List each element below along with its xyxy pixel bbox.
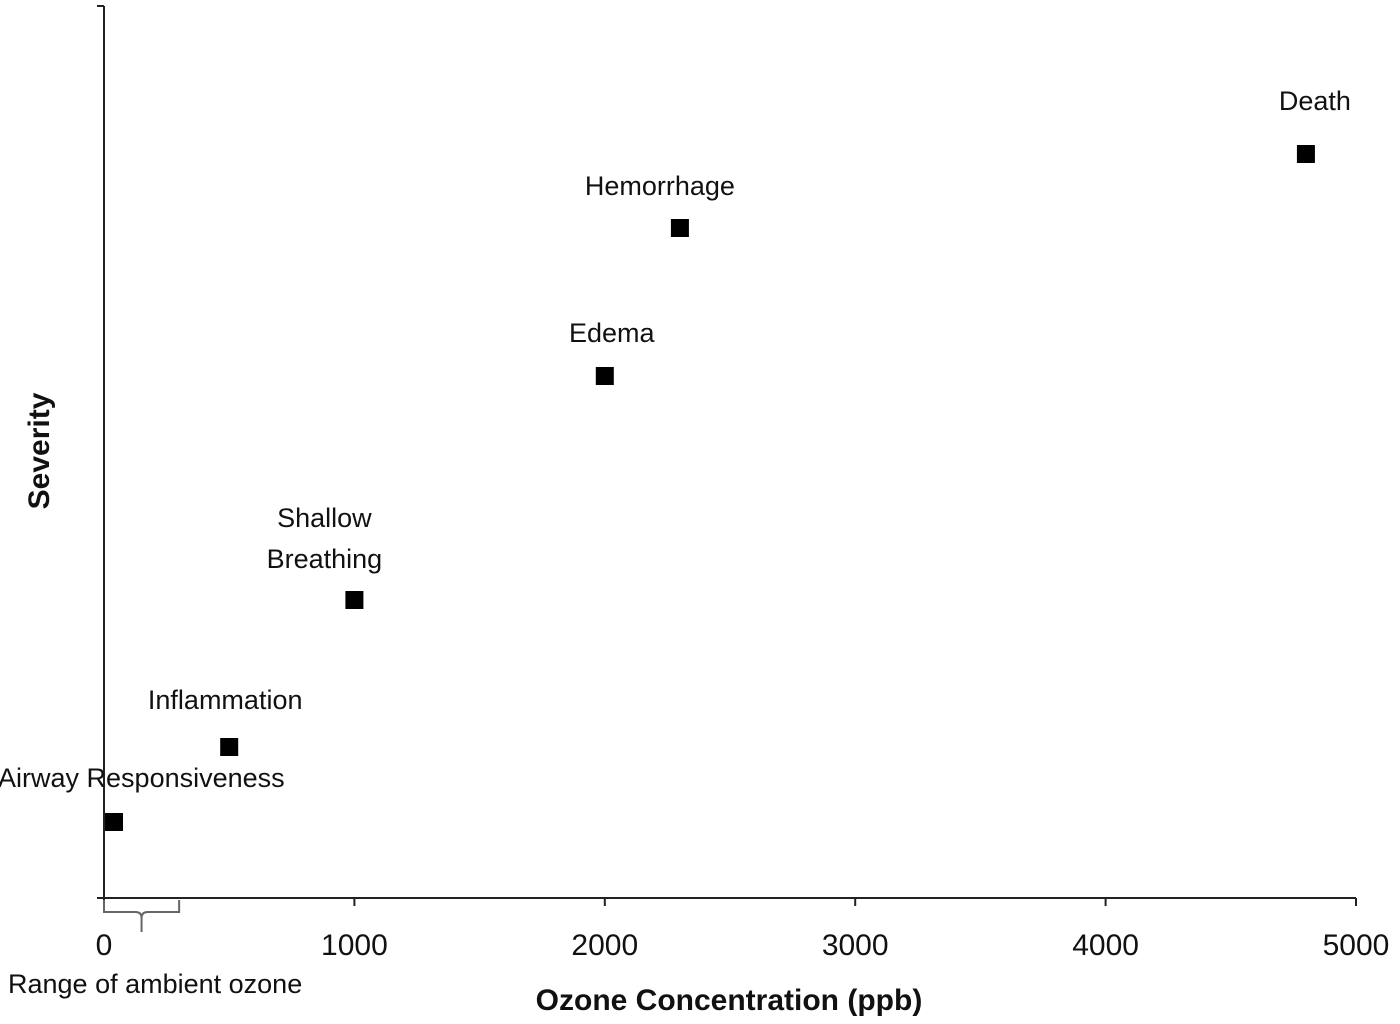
x-axis-title: Ozone Concentration (ppb) [536, 984, 923, 1017]
x-tick-label: 4000 [1072, 929, 1139, 962]
data-point-marker [345, 591, 364, 609]
ambient-range-label: Range of ambient ozone [8, 969, 302, 999]
data-point-label: Shallow Breathing [267, 503, 383, 574]
data-point-marker [595, 367, 614, 385]
x-tick-label: 5000 [1323, 929, 1390, 962]
axes [97, 5, 1356, 899]
ambient-range-bracket [103, 900, 181, 932]
y-axis-title: Severity [23, 392, 56, 509]
ambient-range-annotation: Range of ambient ozone [8, 900, 302, 999]
x-ticks: 0 1000 2000 3000 4000 5000 [96, 898, 1390, 962]
data-point-marker [1296, 145, 1315, 163]
data-point-marker [220, 738, 239, 756]
data-point-label: Death [1279, 86, 1351, 116]
data-point-label: Hemorrhage [585, 171, 735, 201]
data-points [105, 145, 1315, 831]
data-point-marker [105, 813, 124, 831]
x-tick-label: 3000 [822, 929, 889, 962]
data-point-marker [670, 219, 689, 237]
point-labels: Airway Responsiveness Inflammation Shallow… [0, 86, 1351, 793]
data-point-label: Inflammation [148, 685, 303, 715]
x-tick-label: 2000 [571, 929, 638, 962]
x-tick-label: 1000 [321, 929, 388, 962]
data-point-label: Edema [569, 318, 656, 348]
x-tick-label: 0 [96, 929, 113, 962]
data-point-label: Airway Responsiveness [0, 763, 285, 793]
